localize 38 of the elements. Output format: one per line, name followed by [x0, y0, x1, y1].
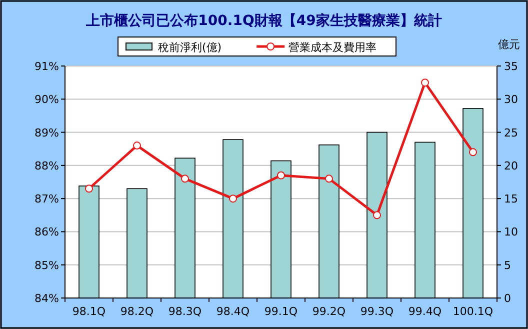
- point: [181, 174, 189, 183]
- y-tick-label: 89%: [34, 126, 59, 140]
- y2-axis-title: 億元: [498, 38, 520, 51]
- x-tick-label: 98.2Q: [120, 305, 154, 318]
- y-tick-label: 91%: [34, 60, 59, 73]
- y2-tick-label: 25: [504, 126, 518, 140]
- point: [277, 171, 285, 180]
- x-tick-label: 98.1Q: [72, 305, 106, 318]
- x-tick-label: 99.3Q: [360, 305, 394, 318]
- point: [421, 78, 429, 87]
- point: [325, 174, 333, 183]
- point: [469, 148, 477, 156]
- y2-tick-label: 15: [504, 192, 518, 206]
- y-tick-label: 90%: [34, 93, 59, 106]
- legend-label: 營業成本及費用率: [288, 41, 377, 54]
- y2-tick-label: 0: [504, 292, 511, 305]
- chart-title: 上市櫃公司已公布100.1Q財報【49家生技醫療業】統計: [85, 12, 442, 29]
- y-tick-label: 85%: [34, 258, 59, 272]
- point: [229, 194, 237, 203]
- x-tick-label: 99.2Q: [312, 305, 346, 318]
- x-tick-label: 99.4Q: [408, 305, 442, 318]
- x-tick-label: 99.1Q: [264, 305, 298, 318]
- x-tick-label: 100.1Q: [452, 305, 494, 318]
- point: [133, 142, 141, 150]
- y2-tick-label: 30: [504, 93, 518, 106]
- y-tick-label: 84%: [34, 292, 59, 305]
- legend-label: 稅前淨利(億): [158, 41, 222, 54]
- y-tick-label: 88%: [34, 159, 59, 172]
- y2-tick-label: 35: [504, 60, 518, 73]
- x-tick-label: 98.4Q: [216, 305, 250, 318]
- y2-tick-label: 10: [504, 226, 518, 239]
- x-tick-label: 98.3Q: [168, 305, 202, 318]
- y-tick-label: 87%: [34, 192, 59, 206]
- y2-tick-label: 20: [504, 159, 518, 172]
- point: [373, 211, 381, 220]
- y-tick-label: 86%: [34, 226, 59, 239]
- point: [85, 184, 93, 193]
- y2-tick-label: 5: [504, 258, 511, 272]
